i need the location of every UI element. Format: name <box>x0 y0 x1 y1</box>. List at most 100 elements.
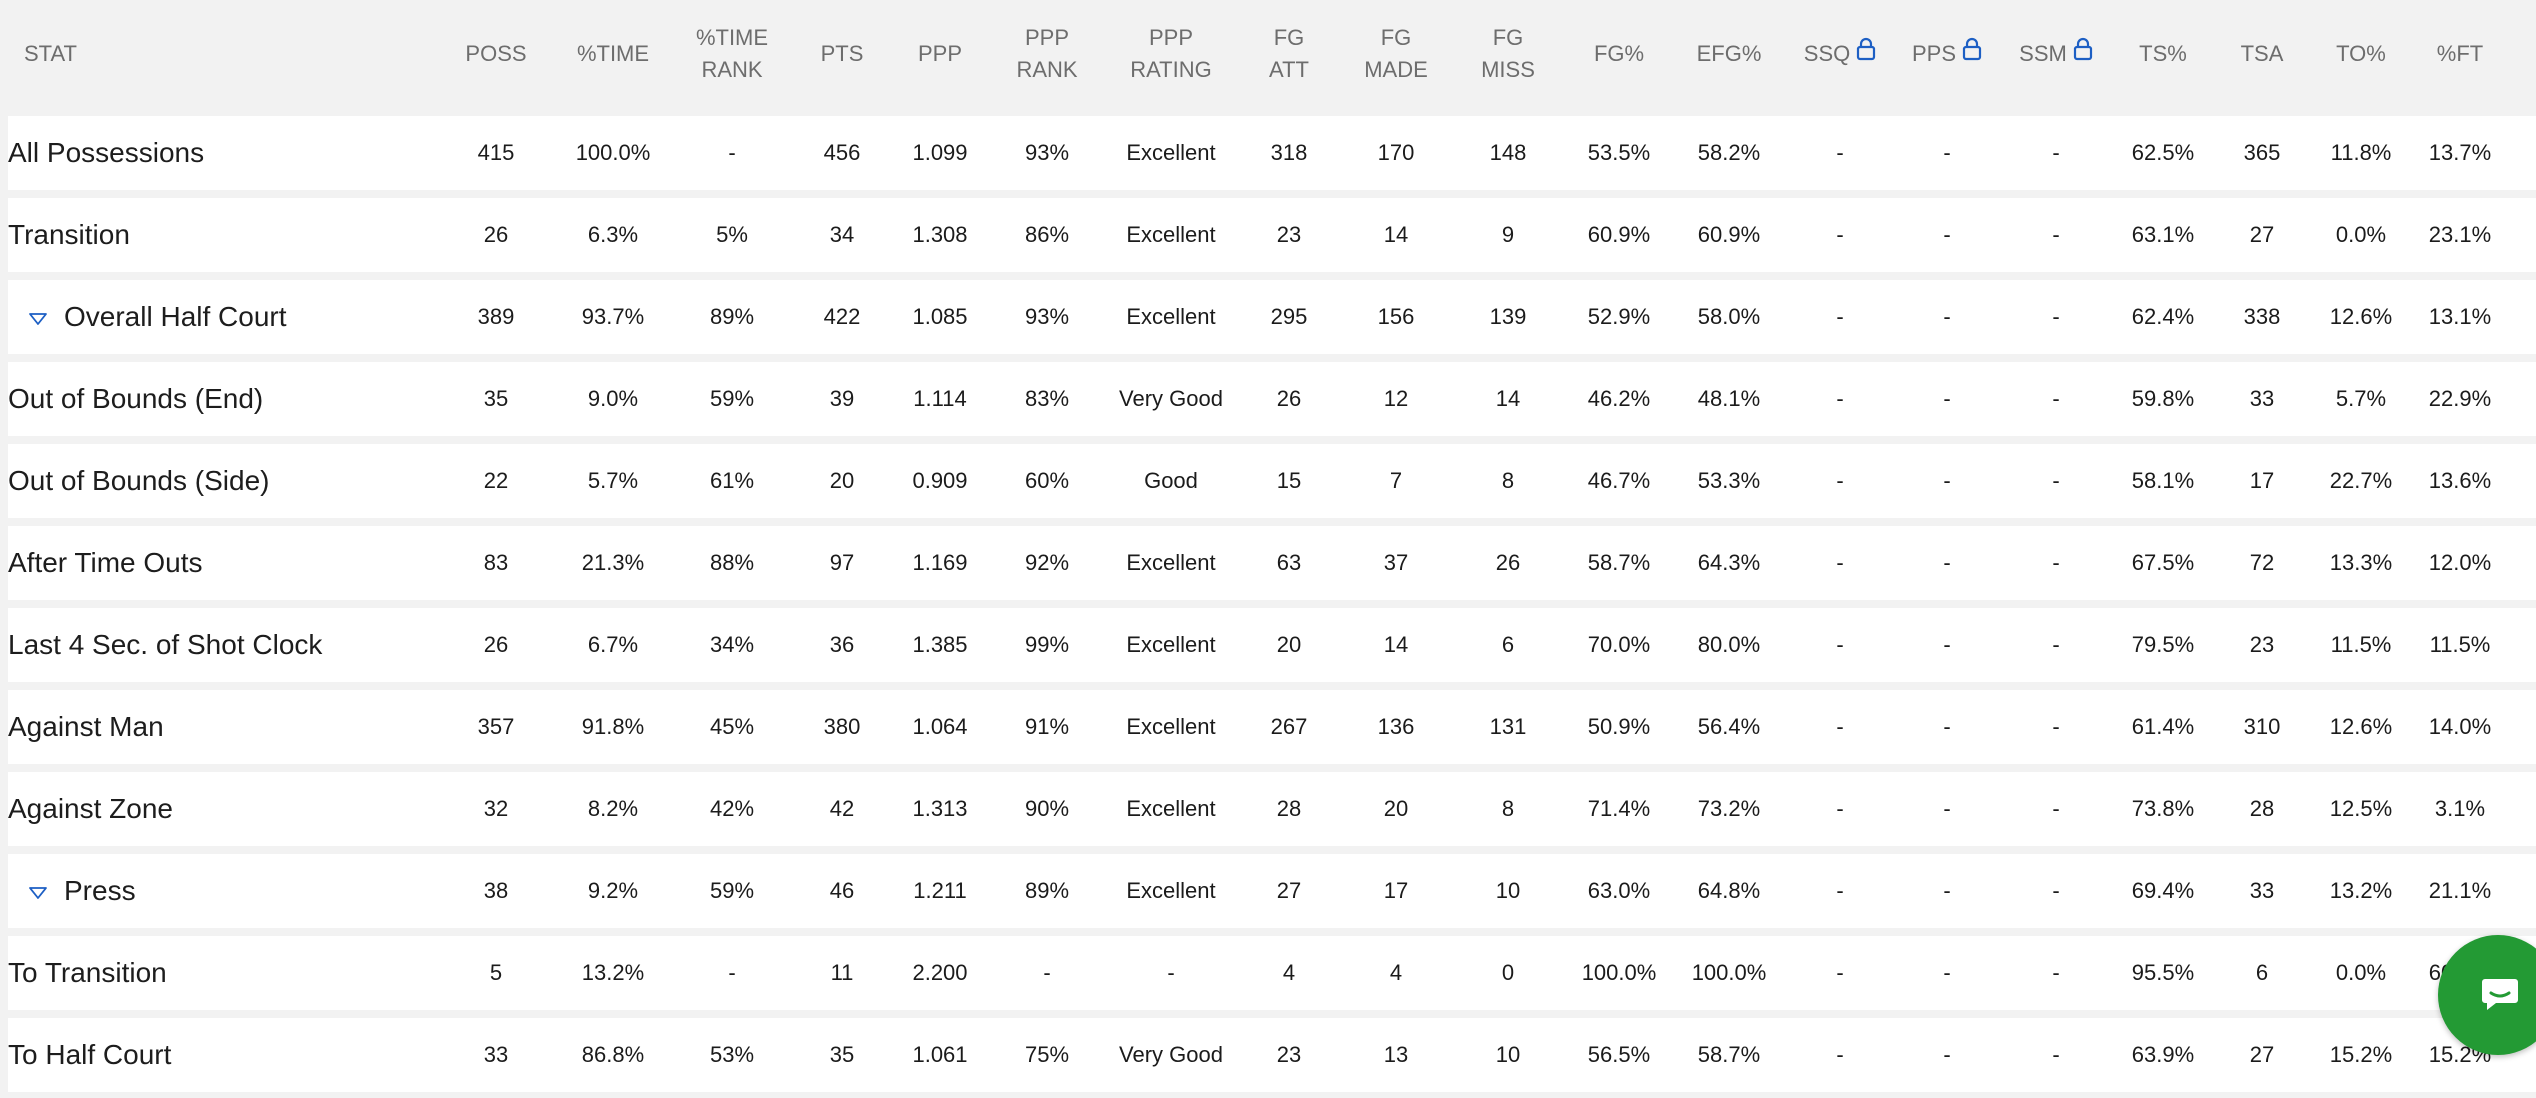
cell-ppp-rank[interactable]: - <box>988 936 1106 1010</box>
cell-pct-time-rank[interactable]: 59% <box>672 362 792 436</box>
cell-ft-pct[interactable]: 13.7% <box>2412 116 2508 190</box>
cell-ppp-rank[interactable]: 83% <box>988 362 1106 436</box>
header-to-pct[interactable]: TO% <box>2310 0 2412 108</box>
cell-ppp-rank[interactable]: 92% <box>988 526 1106 600</box>
cell-to-pct[interactable]: 11.5% <box>2310 608 2412 682</box>
header-pct-time[interactable]: %TIME <box>554 0 672 108</box>
cell-fg-miss[interactable]: 131 <box>1450 690 1566 764</box>
cell-ft-pct[interactable]: 14.0% <box>2412 690 2508 764</box>
cell-to-pct[interactable]: 15.2% <box>2310 1018 2412 1092</box>
header-pts[interactable]: PTS <box>792 0 892 108</box>
cell-pts[interactable]: 39 <box>792 362 892 436</box>
cell-poss[interactable]: 26 <box>438 608 554 682</box>
cell-pts[interactable]: 42 <box>792 772 892 846</box>
cell-fg-miss[interactable]: 9 <box>1450 198 1566 272</box>
lock-icon[interactable] <box>2073 37 2093 70</box>
cell-fg-att[interactable]: 15 <box>1236 444 1342 518</box>
cell-pts[interactable]: 11 <box>792 936 892 1010</box>
cell-pct-time-rank[interactable]: - <box>672 936 792 1010</box>
cell-fg-made[interactable]: 4 <box>1342 936 1450 1010</box>
cell-fg-made[interactable]: 37 <box>1342 526 1450 600</box>
cell-ft-pct[interactable]: 23.1% <box>2412 198 2508 272</box>
cell-fg-att[interactable]: 20 <box>1236 608 1342 682</box>
cell-ppp-rank[interactable]: 90% <box>988 772 1106 846</box>
cell-to-pct[interactable]: 11.8% <box>2310 116 2412 190</box>
triangle-down-icon[interactable] <box>28 886 52 900</box>
header-stat[interactable]: STAT <box>8 0 438 108</box>
cell-to-pct[interactable]: 12.5% <box>2310 772 2412 846</box>
cell-ft-pct[interactable]: 21.1% <box>2412 854 2508 928</box>
triangle-down-icon[interactable] <box>28 312 52 326</box>
header-pps[interactable]: PPS <box>1894 0 2000 108</box>
cell-fg-made[interactable]: 20 <box>1342 772 1450 846</box>
cell-ppp-rank[interactable]: 86% <box>988 198 1106 272</box>
header-ppp[interactable]: PPP <box>892 0 988 108</box>
cell-to-pct[interactable]: 13.2% <box>2310 854 2412 928</box>
cell-fg-att[interactable]: 26 <box>1236 362 1342 436</box>
header-fg-att[interactable]: FG ATT <box>1236 0 1342 108</box>
cell-pct-time-rank[interactable]: 53% <box>672 1018 792 1092</box>
cell-to-pct[interactable]: 5.7% <box>2310 362 2412 436</box>
cell-poss[interactable]: 415 <box>438 116 554 190</box>
cell-fg-made[interactable]: 17 <box>1342 854 1450 928</box>
row-name-cell[interactable]: Overall Half Court <box>8 280 438 354</box>
cell-to-pct[interactable]: 0.0% <box>2310 198 2412 272</box>
cell-ft-pct[interactable]: 13.6% <box>2412 444 2508 518</box>
cell-fg-miss[interactable]: 8 <box>1450 772 1566 846</box>
cell-poss[interactable]: 5 <box>438 936 554 1010</box>
cell-ft-pct[interactable]: 22.9% <box>2412 362 2508 436</box>
cell-poss[interactable]: 22 <box>438 444 554 518</box>
cell-pct-time-rank[interactable]: 88% <box>672 526 792 600</box>
cell-fg-made[interactable]: 14 <box>1342 198 1450 272</box>
chat-button[interactable] <box>2438 935 2536 1055</box>
cell-fg-made[interactable]: 7 <box>1342 444 1450 518</box>
cell-pct-time-rank[interactable]: 5% <box>672 198 792 272</box>
cell-fg-att[interactable]: 295 <box>1236 280 1342 354</box>
cell-ppp-rank[interactable]: 91% <box>988 690 1106 764</box>
header-tsa[interactable]: TSA <box>2214 0 2310 108</box>
cell-poss[interactable]: 38 <box>438 854 554 928</box>
cell-fg-miss[interactable]: 26 <box>1450 526 1566 600</box>
header-poss[interactable]: POSS <box>438 0 554 108</box>
cell-pct-time-rank[interactable]: - <box>672 116 792 190</box>
cell-ppp-rank[interactable]: 60% <box>988 444 1106 518</box>
cell-ft-pct[interactable]: 13.1% <box>2412 280 2508 354</box>
cell-fg-made[interactable]: 14 <box>1342 608 1450 682</box>
cell-to-pct[interactable]: 22.7% <box>2310 444 2412 518</box>
cell-to-pct[interactable]: 12.6% <box>2310 690 2412 764</box>
cell-fg-miss[interactable]: 8 <box>1450 444 1566 518</box>
header-fg-miss[interactable]: FG MISS <box>1450 0 1566 108</box>
header-fg-made[interactable]: FG MADE <box>1342 0 1450 108</box>
header-ssm[interactable]: SSM <box>2000 0 2112 108</box>
cell-pct-time-rank[interactable]: 61% <box>672 444 792 518</box>
cell-fg-att[interactable]: 4 <box>1236 936 1342 1010</box>
cell-poss[interactable]: 33 <box>438 1018 554 1092</box>
cell-fg-made[interactable]: 156 <box>1342 280 1450 354</box>
cell-poss[interactable]: 32 <box>438 772 554 846</box>
lock-icon[interactable] <box>1962 37 1982 70</box>
header-ppp-rank[interactable]: PPP RANK <box>988 0 1106 108</box>
cell-ppp-rank[interactable]: 89% <box>988 854 1106 928</box>
cell-to-pct[interactable]: 0.0% <box>2310 936 2412 1010</box>
cell-pts[interactable]: 34 <box>792 198 892 272</box>
cell-to-pct[interactable]: 13.3% <box>2310 526 2412 600</box>
cell-poss[interactable]: 389 <box>438 280 554 354</box>
cell-fg-made[interactable]: 13 <box>1342 1018 1450 1092</box>
cell-fg-miss[interactable]: 10 <box>1450 1018 1566 1092</box>
cell-ppp-rank[interactable]: 75% <box>988 1018 1106 1092</box>
header-pct-time-rank[interactable]: %TIME RANK <box>672 0 792 108</box>
cell-pts[interactable]: 46 <box>792 854 892 928</box>
cell-fg-att[interactable]: 267 <box>1236 690 1342 764</box>
header-fg-pct[interactable]: FG% <box>1566 0 1672 108</box>
cell-pts[interactable]: 380 <box>792 690 892 764</box>
cell-poss[interactable]: 357 <box>438 690 554 764</box>
cell-ppp-rank[interactable]: 93% <box>988 280 1106 354</box>
cell-pts[interactable]: 36 <box>792 608 892 682</box>
cell-pts[interactable]: 456 <box>792 116 892 190</box>
cell-fg-made[interactable]: 136 <box>1342 690 1450 764</box>
cell-pts[interactable]: 35 <box>792 1018 892 1092</box>
cell-fg-att[interactable]: 28 <box>1236 772 1342 846</box>
cell-ft-pct[interactable]: 3.1% <box>2412 772 2508 846</box>
cell-poss[interactable]: 26 <box>438 198 554 272</box>
cell-ppp-rank[interactable]: 99% <box>988 608 1106 682</box>
